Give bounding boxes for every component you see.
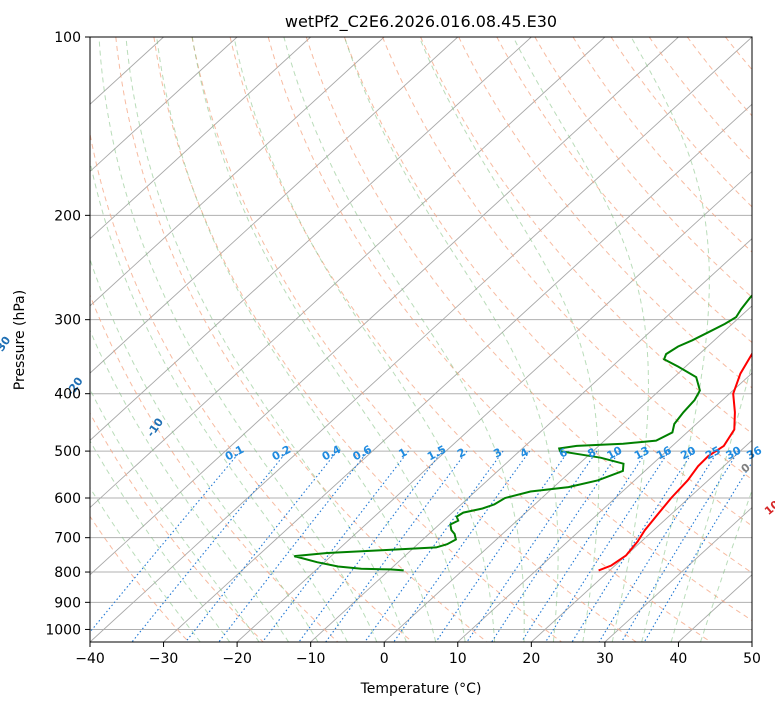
isotherm-line bbox=[457, 372, 752, 642]
y-tick-label: 1000 bbox=[45, 622, 81, 638]
mixing-ratio-label: 16 bbox=[654, 444, 674, 463]
x-axis-label: Temperature (°C) bbox=[360, 681, 482, 697]
dry-adiabat bbox=[90, 131, 413, 642]
moist-adiabat bbox=[191, 37, 466, 642]
isotherm-line bbox=[90, 37, 311, 240]
mixing-ratio-label: 36 bbox=[744, 444, 764, 463]
y-tick-label: 800 bbox=[54, 565, 81, 581]
dry-adiabat bbox=[534, 37, 752, 298]
dry-adiabat bbox=[191, 37, 637, 642]
x-tick-label: 20 bbox=[522, 651, 540, 667]
dry-adiabat bbox=[343, 37, 752, 527]
dry-adiabat bbox=[496, 37, 752, 344]
axis-ticks: −40 −30 −20 −10 0 10 20 30 40 50 100 200 300 400 500 60… bbox=[45, 30, 761, 667]
x-tick-label: −40 bbox=[75, 651, 105, 667]
x-tick-label: −30 bbox=[149, 651, 179, 667]
isotherm-line bbox=[90, 37, 385, 307]
chart-title: wetPf2_C2E6.2026.016.08.45.E30 bbox=[285, 12, 557, 32]
y-tick-label: 600 bbox=[54, 491, 81, 507]
y-axis-label: Pressure (hPa) bbox=[12, 290, 28, 390]
mixing-ratio-label: 20 bbox=[678, 444, 698, 463]
mixing-ratio-line bbox=[491, 450, 621, 642]
x-tick-label: 0 bbox=[380, 651, 389, 667]
y-tick-label: 400 bbox=[54, 387, 81, 403]
isotherm-line bbox=[531, 439, 752, 642]
moist-adiabat bbox=[343, 37, 559, 642]
mixing-ratio-label: 25 bbox=[703, 444, 723, 463]
x-tick-label: 30 bbox=[596, 651, 614, 667]
mixing-ratio-line bbox=[435, 450, 569, 642]
x-tick-label: 40 bbox=[670, 651, 688, 667]
isotherm-line bbox=[310, 238, 752, 642]
mixing-ratio-line bbox=[131, 450, 288, 642]
dry-adiabat bbox=[267, 37, 752, 622]
moist-adiabat bbox=[156, 37, 437, 642]
isotherm-line bbox=[90, 37, 679, 576]
isotherm-line bbox=[90, 37, 752, 642]
dry-adiabat bbox=[90, 293, 339, 642]
y-tick-label: 700 bbox=[54, 531, 81, 547]
mixing-ratio-line bbox=[325, 450, 468, 642]
y-tick-label: 900 bbox=[54, 595, 81, 611]
x-tick-label: −20 bbox=[222, 651, 252, 667]
dewpoint-line bbox=[294, 294, 752, 572]
isotherm-line bbox=[90, 37, 459, 374]
mixing-ratio-line bbox=[643, 461, 752, 642]
plot-frame bbox=[89, 36, 753, 643]
isotherm-line bbox=[90, 37, 238, 173]
isotherm-line bbox=[90, 37, 606, 509]
dry-adiabat bbox=[153, 37, 562, 642]
x-tick-label: 10 bbox=[449, 651, 467, 667]
mixing-ratio-line bbox=[521, 450, 648, 642]
moist-adiabat bbox=[90, 329, 290, 642]
isotherm-line bbox=[163, 103, 752, 642]
moist-adiabat bbox=[90, 158, 348, 642]
dry-adiabat bbox=[382, 37, 752, 481]
x-tick-label: −10 bbox=[296, 651, 326, 667]
y-tick-label: 200 bbox=[54, 208, 81, 224]
moist-adiabat bbox=[90, 388, 260, 642]
moist-adiabat bbox=[512, 37, 650, 642]
y-tick-label: 500 bbox=[54, 444, 81, 460]
x-tick-label: 50 bbox=[743, 651, 761, 667]
isotherm-line bbox=[90, 37, 532, 441]
moist-adiabat bbox=[283, 37, 525, 642]
isotherm-line bbox=[236, 170, 752, 642]
moist-adiabat bbox=[90, 257, 319, 642]
mixing-ratio-line bbox=[218, 450, 369, 642]
mixing-ratio-line bbox=[185, 450, 338, 642]
auxiliary-lines bbox=[90, 37, 752, 642]
isotherm-line bbox=[604, 506, 752, 642]
temperature-line bbox=[598, 351, 752, 572]
mixing-ratio-line bbox=[90, 450, 241, 633]
mixing-ratio-label: 13 bbox=[632, 444, 652, 463]
moist-adiabat bbox=[90, 439, 231, 642]
mixing-ratio-line bbox=[466, 450, 598, 642]
mixing-ratio-line bbox=[298, 450, 443, 642]
y-tick-label: 300 bbox=[54, 313, 81, 329]
mixing-ratio-label: 30 bbox=[724, 444, 744, 463]
dry-adiabat bbox=[115, 37, 488, 642]
series-lines bbox=[294, 294, 752, 572]
mixing-ratio-line bbox=[598, 450, 719, 642]
mixing-ratio-line bbox=[621, 450, 739, 642]
isotherm-line bbox=[383, 305, 752, 642]
y-tick-label: 100 bbox=[54, 30, 81, 46]
mixing-ratio-label: 10 bbox=[605, 444, 625, 463]
moist-adiabat bbox=[418, 37, 600, 642]
moist-adiabat bbox=[125, 37, 407, 642]
dry-adiabat bbox=[90, 412, 264, 642]
